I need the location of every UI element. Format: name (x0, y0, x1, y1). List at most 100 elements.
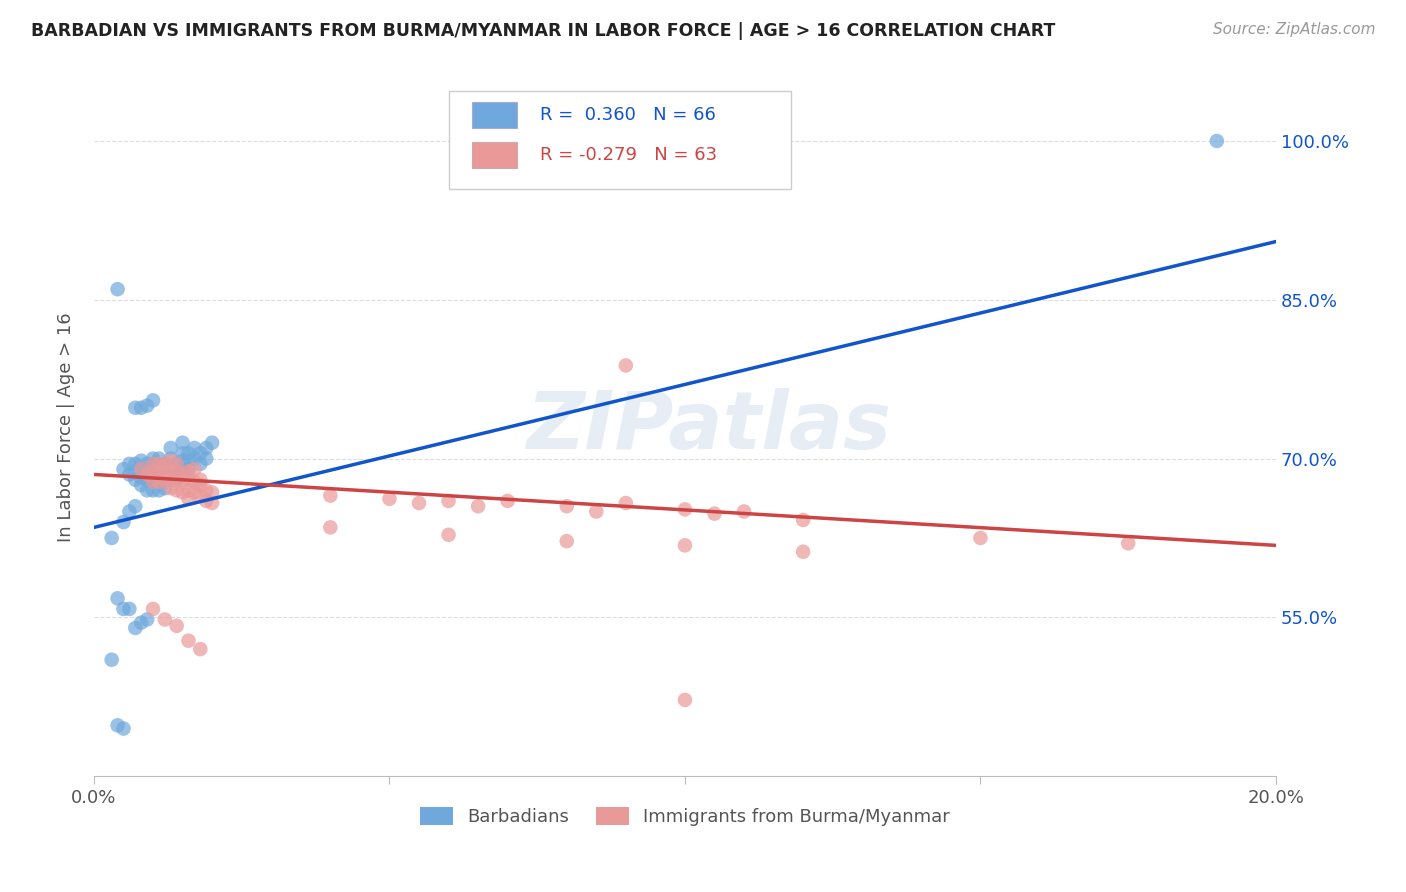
Point (177, 633, 200, 648)
Point (118, 467, 141, 482)
Point (118, 457, 141, 471)
Point (183, 462, 205, 476)
Point (172, 475, 194, 489)
Point (112, 722, 135, 736)
Point (148, 451, 170, 466)
Point (166, 457, 188, 471)
Point (129, 470, 152, 484)
Point (107, 718, 129, 732)
Point (201, 496, 224, 510)
Point (124, 621, 146, 635)
Point (148, 462, 170, 476)
Point (733, 504, 755, 518)
Point (673, 538, 696, 552)
Point (142, 483, 165, 498)
Text: BARBADIAN VS IMMIGRANTS FROM BURMA/MYANMAR IN LABOR FORCE | AGE > 16 CORRELATION: BARBADIAN VS IMMIGRANTS FROM BURMA/MYANM… (31, 22, 1056, 40)
Point (1205, 134, 1227, 148)
Point (177, 464, 200, 478)
Point (124, 500, 146, 514)
Point (159, 462, 181, 476)
Point (148, 475, 170, 489)
Point (129, 462, 152, 476)
Point (188, 642, 211, 657)
Point (118, 504, 141, 518)
Point (166, 457, 188, 471)
Point (153, 473, 176, 487)
Point (118, 602, 141, 616)
Point (100, 653, 122, 667)
Point (136, 399, 159, 413)
Point (159, 453, 181, 467)
Point (153, 481, 176, 495)
Point (142, 475, 165, 489)
Point (148, 473, 170, 487)
Point (129, 453, 152, 467)
Point (188, 489, 211, 503)
Point (614, 359, 637, 373)
Point (107, 591, 129, 606)
Point (153, 457, 176, 471)
Point (112, 515, 135, 529)
Point (166, 464, 188, 478)
Point (148, 467, 170, 482)
Point (142, 457, 165, 471)
Point (177, 462, 200, 476)
Point (159, 481, 181, 495)
Point (1116, 536, 1139, 550)
Point (136, 464, 159, 478)
Point (172, 467, 194, 482)
Point (129, 401, 152, 415)
Point (555, 534, 578, 549)
Point (148, 483, 170, 498)
Point (107, 282, 129, 296)
Point (183, 485, 205, 500)
Point (378, 491, 401, 506)
Point (319, 489, 342, 503)
Point (100, 531, 122, 545)
Point (153, 464, 176, 478)
Point (153, 464, 176, 478)
Point (195, 483, 218, 498)
Point (142, 451, 165, 466)
Point (673, 502, 696, 516)
Point (183, 441, 205, 455)
Point (159, 473, 181, 487)
Point (153, 473, 176, 487)
Point (172, 453, 194, 467)
Point (166, 473, 188, 487)
Legend: Barbadians, Immigrants from Burma/Myanmar: Barbadians, Immigrants from Burma/Myanma… (413, 800, 957, 833)
Text: ZIPatlas: ZIPatlas (526, 388, 891, 466)
Point (136, 483, 159, 498)
Point (112, 602, 135, 616)
Point (195, 441, 218, 455)
Point (159, 473, 181, 487)
Point (188, 446, 211, 460)
Point (188, 478, 211, 492)
Text: Source: ZipAtlas.com: Source: ZipAtlas.com (1212, 22, 1375, 37)
Point (124, 464, 146, 478)
Point (136, 467, 159, 482)
Point (792, 545, 814, 559)
Point (142, 464, 165, 478)
Y-axis label: In Labor Force | Age > 16: In Labor Force | Age > 16 (58, 312, 75, 541)
Point (166, 473, 188, 487)
Point (188, 473, 211, 487)
Point (437, 494, 460, 508)
Point (614, 496, 637, 510)
FancyBboxPatch shape (449, 91, 792, 189)
Point (166, 483, 188, 498)
Point (124, 457, 146, 471)
Point (183, 475, 205, 489)
Point (408, 496, 430, 510)
Point (177, 446, 200, 460)
Point (172, 446, 194, 460)
FancyBboxPatch shape (472, 102, 517, 128)
FancyBboxPatch shape (472, 142, 517, 169)
Point (148, 457, 170, 471)
Text: R = -0.279   N = 63: R = -0.279 N = 63 (540, 146, 717, 164)
Point (969, 531, 991, 545)
Point (136, 473, 159, 487)
Point (437, 528, 460, 542)
Point (112, 462, 135, 476)
Point (159, 441, 181, 455)
